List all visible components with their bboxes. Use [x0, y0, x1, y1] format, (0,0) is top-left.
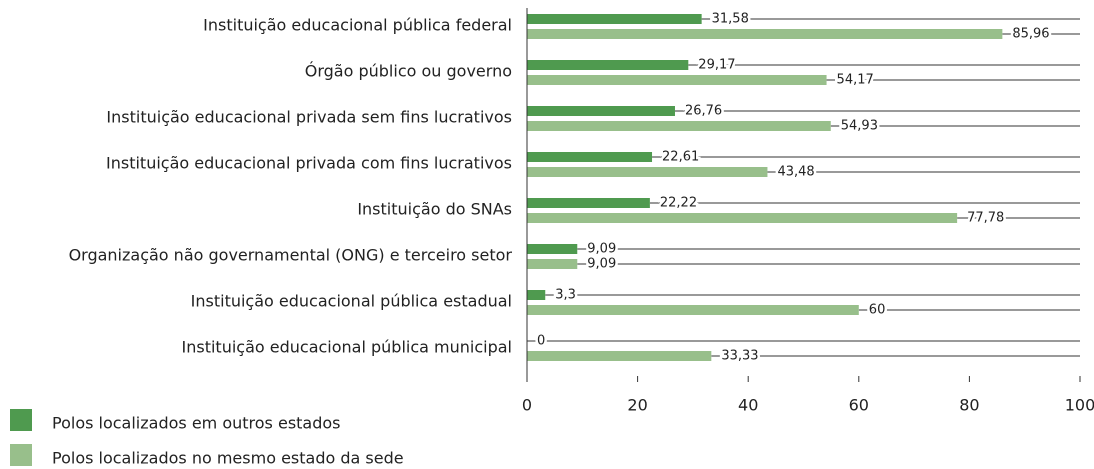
- category-label: Instituição do SNAs: [357, 200, 512, 219]
- value-label: 9,09: [587, 242, 616, 257]
- category-label: Organização não governamental (ONG) e te…: [69, 246, 513, 265]
- value-label: 31,58: [712, 12, 749, 27]
- x-tick-label: 80: [959, 396, 979, 415]
- value-label: 33,33: [721, 349, 758, 364]
- bar: [527, 290, 546, 300]
- value-label: 22,61: [662, 150, 699, 165]
- x-tick-label: 100: [1065, 396, 1094, 415]
- bar: [527, 121, 831, 131]
- value-label: 29,17: [698, 58, 735, 73]
- category-label: Instituição educacional pública federal: [203, 16, 512, 35]
- value-label: 60: [869, 303, 886, 318]
- bar: [527, 75, 827, 85]
- value-label: 77,78: [967, 211, 1004, 226]
- bar: [527, 198, 650, 208]
- legend-swatch: [10, 444, 32, 466]
- bar: [527, 106, 675, 116]
- bar: [527, 14, 702, 24]
- bar: [527, 351, 712, 361]
- legend-label: Polos localizados em outros estados: [52, 414, 341, 433]
- value-label: 54,17: [837, 73, 874, 88]
- category-label: Instituição educacional privada sem fins…: [106, 108, 512, 127]
- value-label: 43,48: [777, 165, 814, 180]
- category-label: Instituição educacional privada com fins…: [106, 154, 512, 173]
- bar: [527, 29, 1003, 39]
- value-label: 26,76: [685, 104, 722, 119]
- bar: [527, 259, 578, 269]
- value-label: 85,96: [1012, 27, 1049, 42]
- bar: [527, 213, 958, 223]
- x-tick-label: 20: [627, 396, 647, 415]
- bar: [527, 167, 768, 177]
- category-label: Instituição educacional pública estadual: [191, 292, 512, 311]
- bar: [527, 60, 689, 70]
- value-label: 22,22: [660, 196, 697, 211]
- x-tick-label: 0: [522, 396, 532, 415]
- category-label: Instituição educacional pública municipa…: [182, 338, 513, 357]
- value-label: 0: [537, 334, 545, 349]
- value-label: 9,09: [587, 257, 616, 272]
- value-label: 54,93: [841, 119, 878, 134]
- x-tick-label: 60: [849, 396, 869, 415]
- x-tick-label: 40: [738, 396, 758, 415]
- bar: [527, 305, 859, 315]
- bar: [527, 152, 653, 162]
- legend-swatch: [10, 409, 32, 431]
- value-label: 3,3: [555, 288, 576, 303]
- legend-label: Polos localizados no mesmo estado da sed…: [52, 449, 404, 468]
- bar: [527, 244, 578, 254]
- category-label: Órgão público ou governo: [305, 62, 512, 81]
